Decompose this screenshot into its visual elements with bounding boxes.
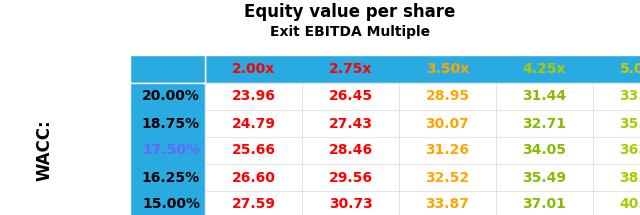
Text: 36.85: 36.85 bbox=[620, 143, 640, 158]
Text: 16.25%: 16.25% bbox=[142, 170, 200, 184]
Bar bbox=[130, 55, 205, 83]
Bar bbox=[302, 137, 399, 164]
Text: 23.96: 23.96 bbox=[232, 89, 275, 103]
Bar bbox=[496, 191, 593, 215]
Text: Exit EBITDA Multiple: Exit EBITDA Multiple bbox=[270, 25, 430, 39]
Text: 18.75%: 18.75% bbox=[142, 117, 200, 131]
Bar bbox=[205, 55, 640, 83]
Text: 5.00x: 5.00x bbox=[620, 62, 640, 76]
Text: 4.25x: 4.25x bbox=[523, 62, 566, 76]
Bar bbox=[593, 191, 640, 215]
Bar bbox=[302, 164, 399, 191]
Text: 27.59: 27.59 bbox=[232, 198, 275, 212]
Text: 34.05: 34.05 bbox=[522, 143, 566, 158]
Text: 27.43: 27.43 bbox=[328, 117, 372, 131]
Bar bbox=[496, 110, 593, 137]
Text: 2.75x: 2.75x bbox=[329, 62, 372, 76]
Text: 20.00%: 20.00% bbox=[142, 89, 200, 103]
Text: 35.35: 35.35 bbox=[620, 117, 640, 131]
Text: 3.50x: 3.50x bbox=[426, 62, 469, 76]
Bar bbox=[399, 164, 496, 191]
Bar bbox=[205, 83, 302, 110]
Bar bbox=[205, 191, 302, 215]
Text: 32.52: 32.52 bbox=[426, 170, 470, 184]
Text: 28.46: 28.46 bbox=[328, 143, 372, 158]
Text: 35.49: 35.49 bbox=[522, 170, 566, 184]
Text: Equity value per share: Equity value per share bbox=[244, 3, 456, 21]
Text: 30.07: 30.07 bbox=[426, 117, 469, 131]
Bar bbox=[205, 137, 302, 164]
Text: 33.94: 33.94 bbox=[620, 89, 640, 103]
Bar bbox=[399, 110, 496, 137]
Bar bbox=[593, 83, 640, 110]
Text: 26.45: 26.45 bbox=[328, 89, 372, 103]
Text: 29.56: 29.56 bbox=[328, 170, 372, 184]
Text: 32.71: 32.71 bbox=[522, 117, 566, 131]
Text: 37.01: 37.01 bbox=[523, 198, 566, 212]
Text: 31.44: 31.44 bbox=[522, 89, 566, 103]
Text: 15.00%: 15.00% bbox=[142, 198, 200, 212]
Text: 17.50%: 17.50% bbox=[142, 143, 200, 158]
Bar bbox=[593, 137, 640, 164]
Bar bbox=[593, 110, 640, 137]
Text: 28.95: 28.95 bbox=[426, 89, 470, 103]
Text: 31.26: 31.26 bbox=[426, 143, 470, 158]
Bar bbox=[205, 110, 302, 137]
Text: 25.66: 25.66 bbox=[232, 143, 275, 158]
Bar bbox=[399, 137, 496, 164]
Text: WACC:: WACC: bbox=[36, 120, 54, 181]
Text: 30.73: 30.73 bbox=[328, 198, 372, 212]
Bar bbox=[130, 83, 205, 215]
Bar bbox=[302, 83, 399, 110]
Bar bbox=[302, 191, 399, 215]
Bar bbox=[302, 110, 399, 137]
Text: 26.60: 26.60 bbox=[232, 170, 275, 184]
Text: 40.16: 40.16 bbox=[620, 198, 640, 212]
Bar bbox=[399, 191, 496, 215]
Bar bbox=[205, 164, 302, 191]
Bar bbox=[593, 164, 640, 191]
Bar bbox=[399, 83, 496, 110]
Bar bbox=[496, 137, 593, 164]
Text: 24.79: 24.79 bbox=[232, 117, 275, 131]
Text: 33.87: 33.87 bbox=[426, 198, 469, 212]
Text: 38.45: 38.45 bbox=[620, 170, 640, 184]
Bar bbox=[496, 83, 593, 110]
Bar bbox=[496, 164, 593, 191]
Text: 2.00x: 2.00x bbox=[232, 62, 275, 76]
